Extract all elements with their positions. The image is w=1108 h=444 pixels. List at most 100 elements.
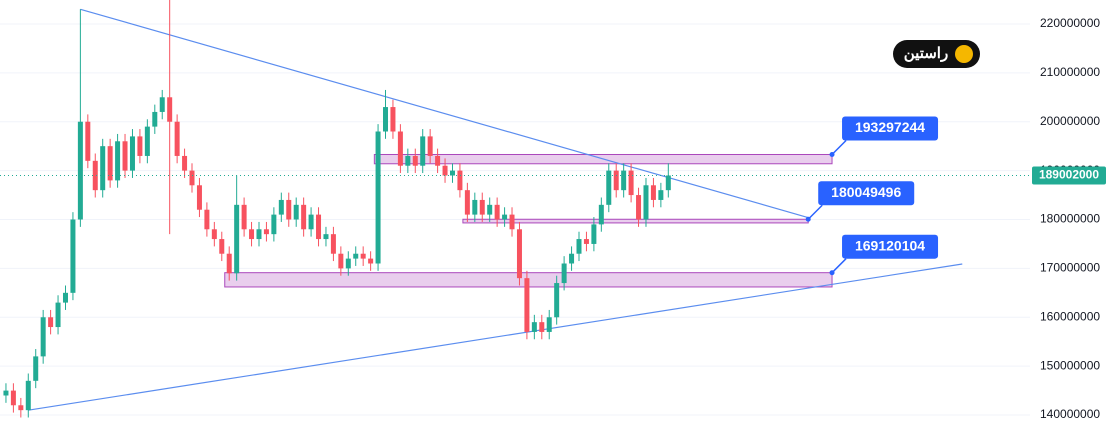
candle-body xyxy=(129,136,135,171)
callout-box xyxy=(842,116,939,141)
logo-text: راستین xyxy=(904,45,948,62)
candle-body xyxy=(628,170,634,196)
candle-body xyxy=(345,258,351,269)
candle-body xyxy=(420,136,426,166)
candle-body xyxy=(435,155,441,166)
candle-body xyxy=(316,214,322,240)
candle-body xyxy=(412,155,418,166)
logo-pill xyxy=(893,40,980,68)
candle-body xyxy=(85,121,91,161)
candle-body xyxy=(368,258,374,264)
candle-body xyxy=(546,317,552,332)
candle-body xyxy=(531,322,537,332)
candle-body xyxy=(100,146,106,191)
candle-body xyxy=(204,209,210,230)
candle-body xyxy=(643,185,649,220)
candle-body xyxy=(554,283,560,318)
candle-body xyxy=(516,229,522,279)
candle-body xyxy=(561,263,567,284)
y-tick-label: 180000000 xyxy=(1040,212,1100,226)
callout-box xyxy=(818,181,915,206)
candle-body xyxy=(278,199,284,215)
candle-body xyxy=(502,214,508,220)
callout-dot xyxy=(805,216,811,222)
candle-body xyxy=(122,141,128,171)
candle-body xyxy=(330,234,336,254)
candle-body xyxy=(569,253,575,264)
candle-body xyxy=(576,239,582,254)
candle-body xyxy=(509,214,515,230)
candle-body xyxy=(539,322,545,332)
candle-body xyxy=(397,131,403,166)
candle-body xyxy=(360,253,366,259)
candle-body xyxy=(479,199,485,215)
candle-body xyxy=(598,204,604,225)
candle-body xyxy=(457,170,463,191)
candle-body xyxy=(10,390,16,406)
candle-body xyxy=(405,155,411,166)
candle-body xyxy=(256,229,262,240)
callout-label: 193297244 xyxy=(855,119,925,135)
candle-body xyxy=(390,107,396,132)
callout-box xyxy=(842,234,939,259)
candle-body xyxy=(174,121,180,156)
y-tick-label: 170000000 xyxy=(1040,261,1100,275)
candle-body xyxy=(3,390,9,396)
candle-body xyxy=(189,170,195,186)
candle-body xyxy=(25,380,31,411)
candle-body xyxy=(249,229,255,240)
callout-label: 180049496 xyxy=(831,184,901,200)
candle-body xyxy=(308,214,314,230)
trendline xyxy=(80,8,810,219)
candle-body xyxy=(33,356,39,381)
candle-body xyxy=(40,317,46,357)
candle-body xyxy=(583,239,589,244)
candle-body xyxy=(383,107,389,132)
last-price-label: 189002000 xyxy=(1039,168,1099,182)
candle-body xyxy=(449,170,455,176)
candle-body xyxy=(524,278,530,332)
candle-body xyxy=(271,214,277,235)
candle-body xyxy=(226,253,232,274)
y-tick-label: 220000000 xyxy=(1040,16,1100,30)
candle-body xyxy=(152,111,158,127)
trendline xyxy=(28,263,963,411)
candle-body xyxy=(621,170,627,191)
candle-body xyxy=(665,175,671,191)
candle-body xyxy=(353,253,359,259)
y-tick-label: 150000000 xyxy=(1040,358,1100,372)
candle-body xyxy=(144,126,150,156)
y-tick-label: 140000000 xyxy=(1040,407,1100,421)
candle-body xyxy=(263,229,269,235)
candle-body xyxy=(211,229,217,240)
candle-body xyxy=(338,253,344,269)
candle-body xyxy=(241,204,247,230)
candle-body xyxy=(472,199,478,215)
candle-body xyxy=(591,224,597,244)
candle-body xyxy=(77,121,83,220)
last-price-box xyxy=(1032,166,1106,185)
candle-body xyxy=(286,199,292,220)
logo-icon xyxy=(955,45,973,63)
callout-pointer xyxy=(831,258,847,274)
callout-dot xyxy=(829,270,835,276)
candle-body xyxy=(487,204,493,215)
candle-body xyxy=(293,204,299,220)
candle-body xyxy=(658,190,664,200)
zone xyxy=(462,218,809,224)
candle-body xyxy=(159,97,165,112)
candle-body xyxy=(70,219,76,293)
candle-body xyxy=(234,204,240,274)
candle-body xyxy=(606,170,612,205)
candle-body xyxy=(613,170,619,191)
candle-body xyxy=(219,239,225,254)
candle-body xyxy=(427,136,433,156)
callout-pointer xyxy=(831,139,847,156)
candle-body xyxy=(464,190,470,215)
candle-body xyxy=(115,141,121,181)
candle-body xyxy=(636,195,642,220)
y-tick-label: 210000000 xyxy=(1040,65,1100,79)
candle-body xyxy=(182,155,188,171)
candle-body xyxy=(62,292,68,303)
